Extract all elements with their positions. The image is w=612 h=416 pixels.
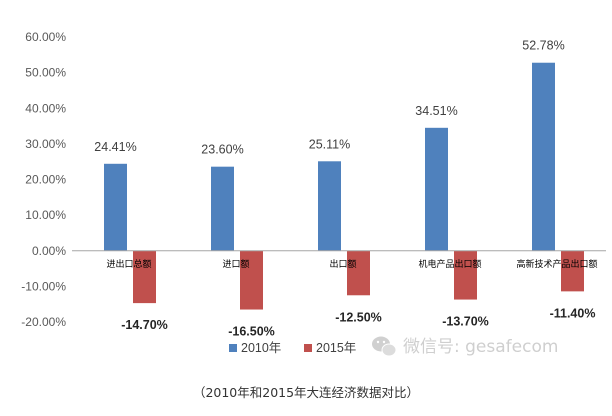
data-label: 24.41% [94,140,136,154]
chart-caption: （2010年和2015年大连经济数据对比） [193,385,419,400]
y-tick-label: 10.00% [25,208,66,222]
data-label: 52.78% [522,39,564,53]
category-labels: 进出口总额 进口额 出口额 机电产品出口额 高新技术产品出口额 [106,258,597,270]
bars [104,62,584,310]
data-label: 34.51% [415,104,457,118]
legend-label-2015: 2015年 [316,341,356,355]
bar-2015-0 [133,250,156,304]
watermark-text: 微信号: gesafecom [403,337,558,357]
y-tick-label: -10.00% [21,279,66,293]
bar-2015-1 [240,250,263,310]
data-label: -12.50% [335,310,382,324]
wechat-icon [372,336,397,357]
legend-swatch-2010 [229,344,237,352]
bar-2010-4 [532,62,555,251]
bar-2010-1 [211,166,234,251]
y-axis-ticks: 60.00% 50.00% 40.00% 30.00% 20.00% 10.00% 0.00… [21,30,66,329]
bar-2010-0 [104,163,127,251]
watermark: 微信号: gesafecom [372,336,558,357]
y-tick-label: 40.00% [25,101,66,115]
legend-label-2010: 2010年 [241,341,281,355]
category-label: 出口额 [329,258,356,270]
data-labels: 24.41% -14.70% 23.60% -16.50% 25.11% -12.50% 3… [94,39,595,339]
y-tick-label: 30.00% [25,137,66,151]
y-tick-label: 50.00% [25,66,66,80]
category-label: 机电产品出口额 [418,258,481,270]
legend: 2010年 2015年 [229,341,356,355]
data-label: -16.50% [228,325,275,339]
data-label: -13.70% [442,315,489,329]
y-tick-label: 20.00% [25,173,66,187]
y-tick-label: -20.00% [21,315,66,329]
category-label: 进口额 [222,258,249,270]
data-label: -14.70% [121,318,168,332]
y-tick-label: 60.00% [25,30,66,44]
category-label: 进出口总额 [106,258,151,270]
bar-2010-2 [318,161,341,251]
bar-2015-4 [561,250,584,292]
bar-2015-3 [454,250,477,300]
data-label: 23.60% [201,143,243,157]
y-tick-label: 0.00% [32,244,66,258]
legend-swatch-2015 [304,344,312,352]
data-label: 25.11% [309,137,350,151]
data-label: -11.40% [550,306,596,320]
category-label: 高新技术产品出口额 [516,258,597,270]
bar-2015-2 [347,250,370,296]
bar-2010-3 [425,127,448,251]
